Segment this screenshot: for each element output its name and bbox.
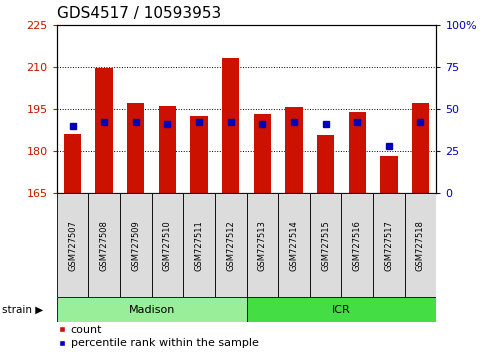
Text: GDS4517 / 10593953: GDS4517 / 10593953	[57, 6, 221, 21]
Bar	[120, 193, 152, 297]
Bar	[57, 297, 246, 322]
Bar	[380, 156, 397, 193]
Text: GSM727515: GSM727515	[321, 220, 330, 270]
Text: ICR: ICR	[332, 305, 351, 315]
Bar	[349, 112, 366, 193]
Bar	[183, 193, 215, 297]
Bar	[64, 134, 81, 193]
Bar	[373, 193, 405, 297]
Bar	[285, 108, 303, 193]
Bar	[96, 68, 113, 193]
Text: GSM727510: GSM727510	[163, 220, 172, 270]
Bar	[152, 193, 183, 297]
Text: GSM727517: GSM727517	[385, 220, 393, 270]
Text: GSM727508: GSM727508	[100, 220, 108, 270]
Bar	[405, 193, 436, 297]
Text: GSM727514: GSM727514	[289, 220, 298, 270]
Text: GSM727512: GSM727512	[226, 220, 235, 270]
Text: GSM727509: GSM727509	[131, 220, 141, 270]
Bar	[341, 193, 373, 297]
Bar	[127, 103, 144, 193]
Bar	[222, 58, 240, 193]
Bar	[278, 193, 310, 297]
Bar	[190, 116, 208, 193]
Text: GSM727513: GSM727513	[258, 220, 267, 270]
Legend: count, percentile rank within the sample: count, percentile rank within the sample	[57, 325, 258, 348]
Text: GSM727516: GSM727516	[352, 220, 362, 270]
Text: GSM727511: GSM727511	[195, 220, 204, 270]
Bar	[310, 193, 341, 297]
Bar	[159, 106, 176, 193]
Bar	[215, 193, 246, 297]
Text: GSM727507: GSM727507	[68, 220, 77, 270]
Bar	[253, 114, 271, 193]
Text: GSM727518: GSM727518	[416, 220, 425, 270]
Bar	[88, 193, 120, 297]
Bar	[246, 193, 278, 297]
Text: strain ▶: strain ▶	[2, 305, 44, 315]
Bar	[57, 193, 88, 297]
Bar	[317, 136, 334, 193]
Bar	[246, 297, 436, 322]
Text: Madison: Madison	[128, 305, 175, 315]
Bar	[412, 103, 429, 193]
